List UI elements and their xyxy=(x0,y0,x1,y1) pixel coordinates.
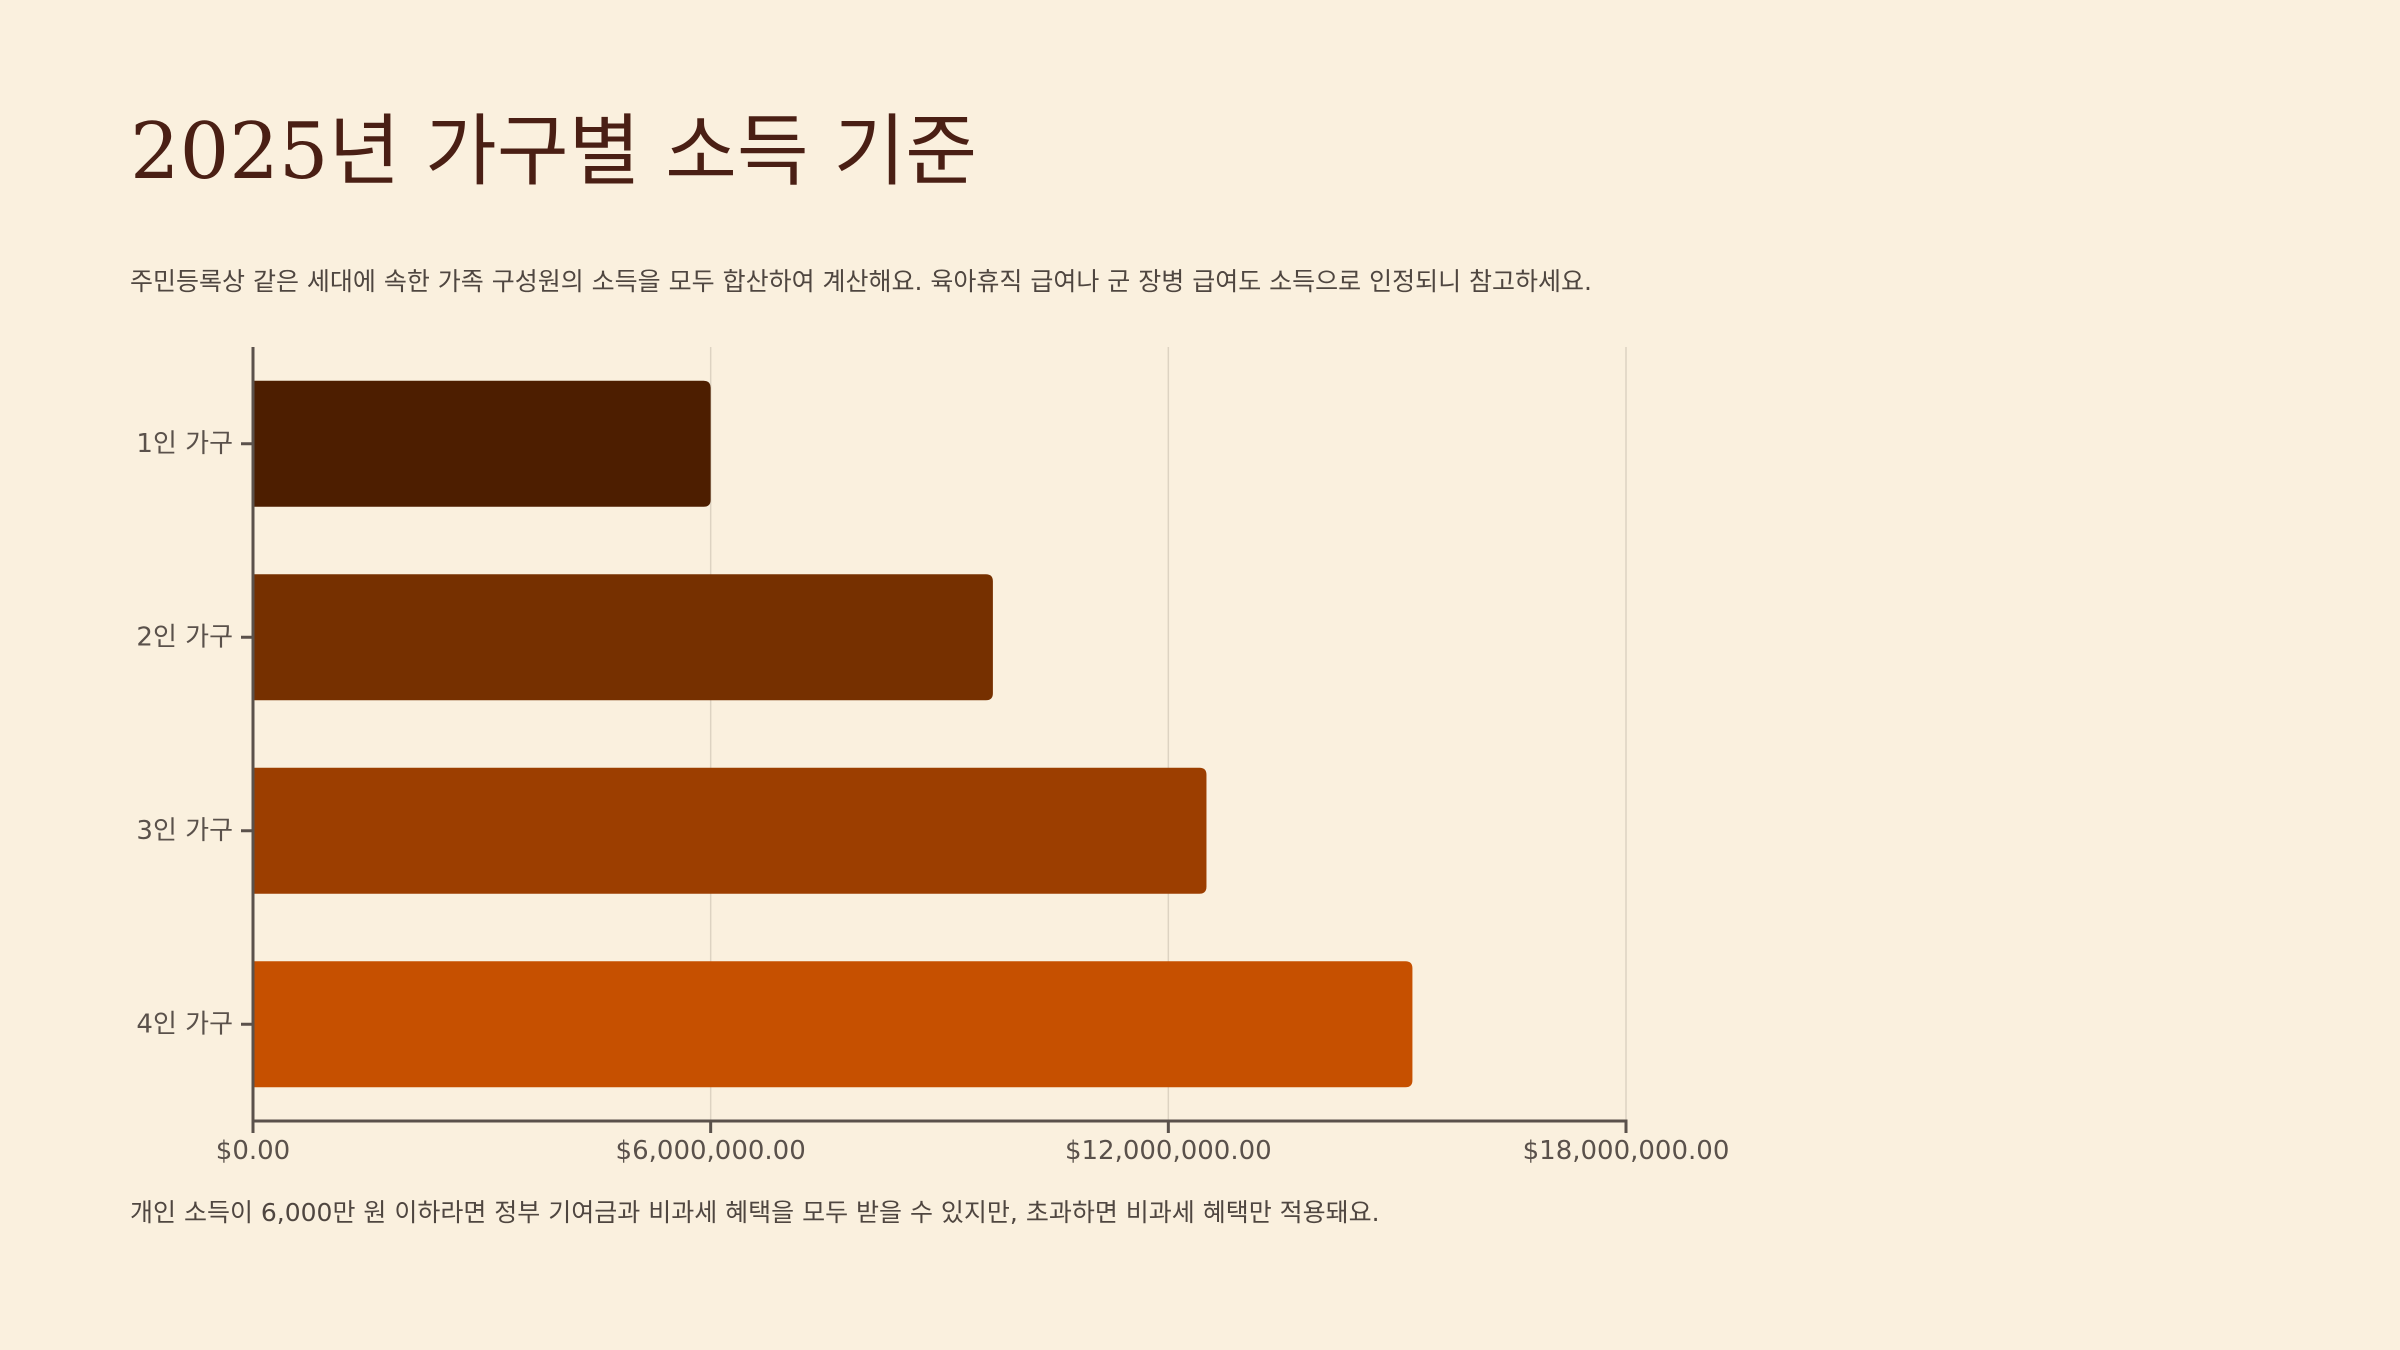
page-title: 2025년 가구별 소득 기준 xyxy=(130,107,977,197)
category-label: 1인 가구 xyxy=(136,429,233,459)
bar-4 xyxy=(253,961,1413,1088)
x-tick-label: $0.00 xyxy=(216,1136,290,1166)
category-label: 3인 가구 xyxy=(136,816,233,846)
category-label: 2인 가구 xyxy=(136,622,233,652)
bar-1 xyxy=(253,380,711,507)
chart-subtitle: 주민등록상 같은 세대에 속한 가족 구성원의 소득을 모두 합산하여 계산해요… xyxy=(130,267,1592,296)
x-tick-label: $18,000,000.00 xyxy=(1523,1136,1730,1166)
bar-2 xyxy=(253,574,993,701)
tick-labels: 1인 가구 2인 가구 3인 가구 4인 가구 $0.00 $6,000,000.00 $1… xyxy=(136,429,1729,1166)
bar-3 xyxy=(253,767,1207,894)
x-tick-label: $12,000,000.00 xyxy=(1065,1136,1272,1166)
axes xyxy=(241,347,1628,1133)
category-label: 4인 가구 xyxy=(136,1009,233,1039)
x-tick-label: $6,000,000.00 xyxy=(616,1136,806,1166)
chart-footnote: 개인 소득이 6,000만 원 이하라면 정부 기여금과 비과세 혜택을 모두 … xyxy=(130,1198,1380,1227)
bars xyxy=(253,380,1413,1088)
